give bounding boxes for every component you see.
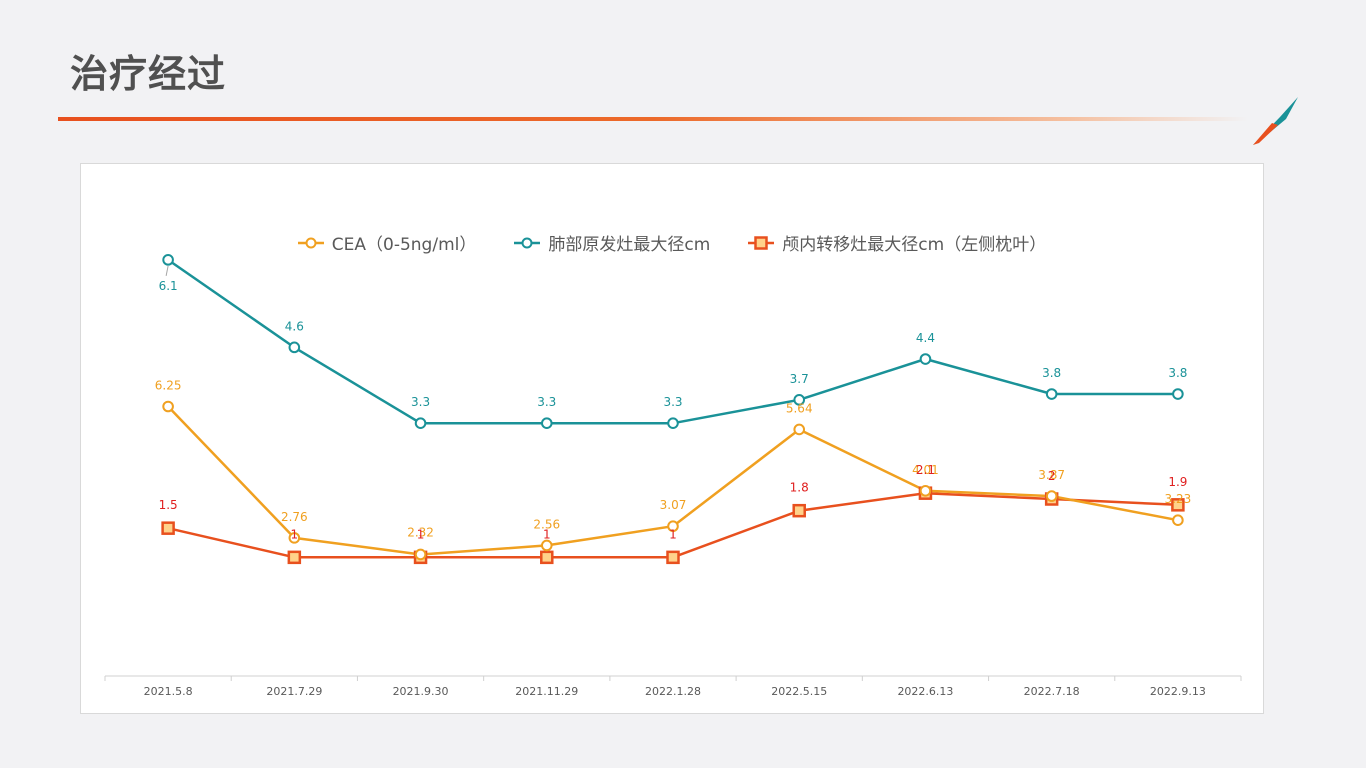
- data-label-lung: 4.4: [916, 331, 935, 345]
- legend-label-brain: 颅内转移灶最大径cm（左侧枕叶）: [782, 235, 1047, 255]
- legend-item-cea[interactable]: CEA（0-5ng/ml）: [297, 230, 477, 255]
- data-point-brain: [1171, 498, 1185, 512]
- data-point-cea: [540, 539, 553, 552]
- data-label-brain: 1: [417, 527, 425, 541]
- x-tick-label: 2022.6.13: [897, 685, 953, 698]
- data-label-cea: 3.87: [1038, 468, 1065, 482]
- title-underline: [58, 117, 1248, 121]
- data-point-cea: [162, 400, 174, 413]
- legend-marker-brain-icon: [748, 235, 775, 250]
- data-label-lung: 3.3: [537, 395, 556, 409]
- x-tick-label: 2022.1.28: [645, 685, 701, 698]
- data-point-lung: [162, 254, 174, 266]
- data-label-brain: 1.9: [1168, 475, 1187, 489]
- data-label-brain: 1: [543, 527, 551, 541]
- data-label-lung: 3.3: [663, 395, 682, 409]
- data-point-lung: [667, 417, 679, 429]
- data-label-brain: 1.5: [159, 498, 178, 512]
- legend-label-cea: CEA（0-5ng/ml）: [331, 235, 477, 255]
- data-point-lung: [540, 417, 553, 429]
- data-label-cea: 3.07: [660, 498, 687, 512]
- legend-label-lung: 肺部原发灶最大径cm: [548, 235, 711, 255]
- x-tick-label: 2021.9.30: [393, 685, 449, 698]
- data-label-lung: 6.1: [159, 279, 178, 293]
- data-point-lung: [1172, 388, 1184, 400]
- data-label-lung: 3.8: [1168, 366, 1187, 380]
- data-label-cea: 2.76: [281, 510, 308, 524]
- chart-legend: CEA（0-5ng/ml） 肺部原发灶最大径cm 颅内转移灶最大径cm（左侧枕叶…: [81, 230, 1263, 255]
- data-label-lung: 4.6: [285, 319, 304, 333]
- data-point-cea: [793, 423, 806, 436]
- legend-marker-lung-icon: [514, 237, 541, 248]
- data-label-cea: 6.25: [155, 378, 182, 392]
- data-point-cea: [667, 520, 679, 533]
- legend-item-brain[interactable]: 颅内转移灶最大径cm（左侧枕叶）: [748, 230, 1046, 255]
- data-point-cea: [919, 485, 932, 497]
- legend-item-lung[interactable]: 肺部原发灶最大径cm: [514, 230, 710, 255]
- data-point-lung: [288, 341, 301, 354]
- x-tick-label: 2022.7.18: [1024, 685, 1080, 698]
- data-label-lung: 3.8: [1042, 366, 1061, 380]
- data-label-cea: 5.64: [786, 401, 813, 415]
- data-label-cea: 4.01: [912, 463, 939, 477]
- x-tick-label: 2021.7.29: [266, 685, 322, 698]
- x-tick-label: 2021.11.29: [515, 685, 578, 698]
- data-point-lung: [1045, 388, 1058, 400]
- data-label-cea: 2.56: [533, 517, 560, 531]
- data-point-brain: [666, 550, 680, 565]
- brand-logo-icon: [1253, 97, 1298, 145]
- data-point-cea: [1172, 514, 1184, 526]
- data-point-brain: [287, 550, 302, 565]
- legend-marker-cea-icon: [297, 237, 324, 248]
- data-point-lung: [414, 417, 427, 429]
- data-label-brain: 1: [291, 527, 299, 541]
- data-point-brain: [540, 550, 554, 565]
- data-label-brain: 1: [669, 527, 677, 541]
- data-point-cea: [414, 548, 427, 561]
- label-leader-line: [165, 265, 169, 276]
- data-point-cea: [288, 532, 301, 544]
- data-label-lung: 3.3: [411, 395, 430, 409]
- data-label-brain: 2: [1048, 469, 1056, 483]
- data-point-cea: [1045, 490, 1058, 502]
- slide-title: 治疗经过: [70, 52, 227, 96]
- data-label-brain: 1.8: [790, 481, 809, 495]
- data-label-cea: 2.32: [407, 525, 434, 539]
- x-tick-label: 2022.5.15: [771, 685, 827, 698]
- data-point-brain: [161, 521, 175, 535]
- chart-card: CEA（0-5ng/ml） 肺部原发灶最大径cm 颅内转移灶最大径cm（左侧枕叶…: [80, 163, 1264, 714]
- data-point-lung: [793, 394, 806, 406]
- data-label-cea: 3.23: [1165, 492, 1192, 506]
- line-chart: 2021.5.8 2021.7.29 2021.9.30 2021.11.29 2022…: [104, 254, 1242, 698]
- x-tick-label: 2022.9.13: [1150, 685, 1206, 698]
- data-point-brain: [792, 503, 806, 518]
- data-label-lung: 3.7: [790, 372, 809, 386]
- x-tick-label: 2021.5.8: [144, 685, 193, 698]
- data-point-lung: [919, 353, 932, 365]
- data-label-brain: 2.1: [916, 463, 935, 477]
